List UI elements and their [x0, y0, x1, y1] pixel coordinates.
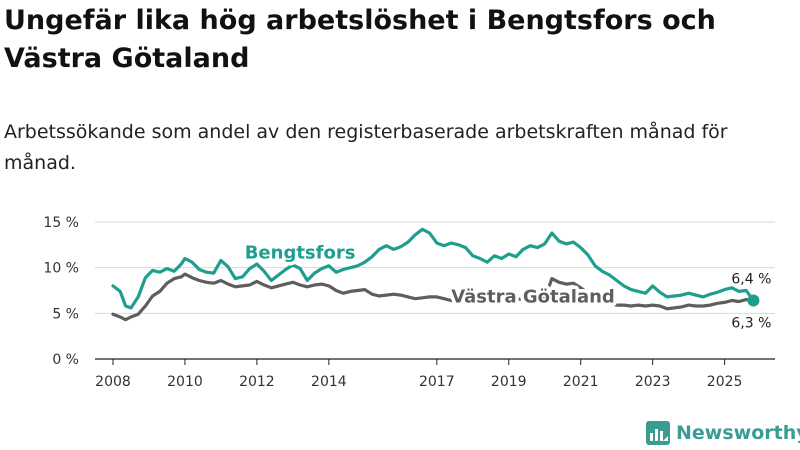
y-tick-label: 15 %	[43, 215, 79, 231]
vastra-gotaland-label: Västra Götaland	[451, 286, 615, 307]
chart-subtitle: Arbetssökande som andel av den registerb…	[4, 121, 728, 174]
x-tick-label: 2014	[311, 374, 347, 390]
newsworthy-brand: Newsworthy	[646, 418, 800, 448]
x-tick-label: 2019	[491, 374, 527, 390]
vastra-gotaland-line	[111, 272, 755, 322]
label-group: Bengtsfors Västra Götaland 6,4 % 6,3 %	[241, 239, 771, 331]
x-tick-label: 2025	[707, 374, 743, 390]
y-tick-label: 0 %	[52, 352, 79, 368]
newsworthy-logo-icon	[646, 421, 670, 445]
x-tick-label: 2008	[95, 374, 131, 390]
x-axis-ticks: 2008 2010 2012 2014 2017 2019 2021 2023 2025	[95, 359, 742, 390]
y-tick-label: 10 %	[43, 261, 79, 277]
bengtsfors-label: Bengtsfors	[245, 243, 356, 264]
y-tick-label: 5 %	[52, 306, 79, 322]
x-tick-label: 2012	[239, 374, 275, 390]
bengtsfors-line	[111, 227, 755, 310]
x-tick-label: 2010	[167, 374, 203, 390]
y-axis-ticks: 0 % 5 % 10 % 15 %	[43, 215, 79, 368]
bengtsfors-end-value: 6,4 %	[731, 272, 771, 288]
brand-name: Newsworthy	[676, 422, 800, 444]
chart-title: Ungefär lika hög arbetslöshet i Bengtsfo…	[4, 5, 716, 74]
x-tick-label: 2017	[419, 374, 455, 390]
x-tick-label: 2023	[635, 374, 671, 390]
series-group	[111, 227, 755, 322]
x-tick-label: 2021	[563, 374, 599, 390]
endpoint-dot	[747, 294, 760, 307]
vastra-gotaland-end-value: 6,3 %	[731, 315, 771, 331]
grid-lines	[95, 221, 775, 360]
